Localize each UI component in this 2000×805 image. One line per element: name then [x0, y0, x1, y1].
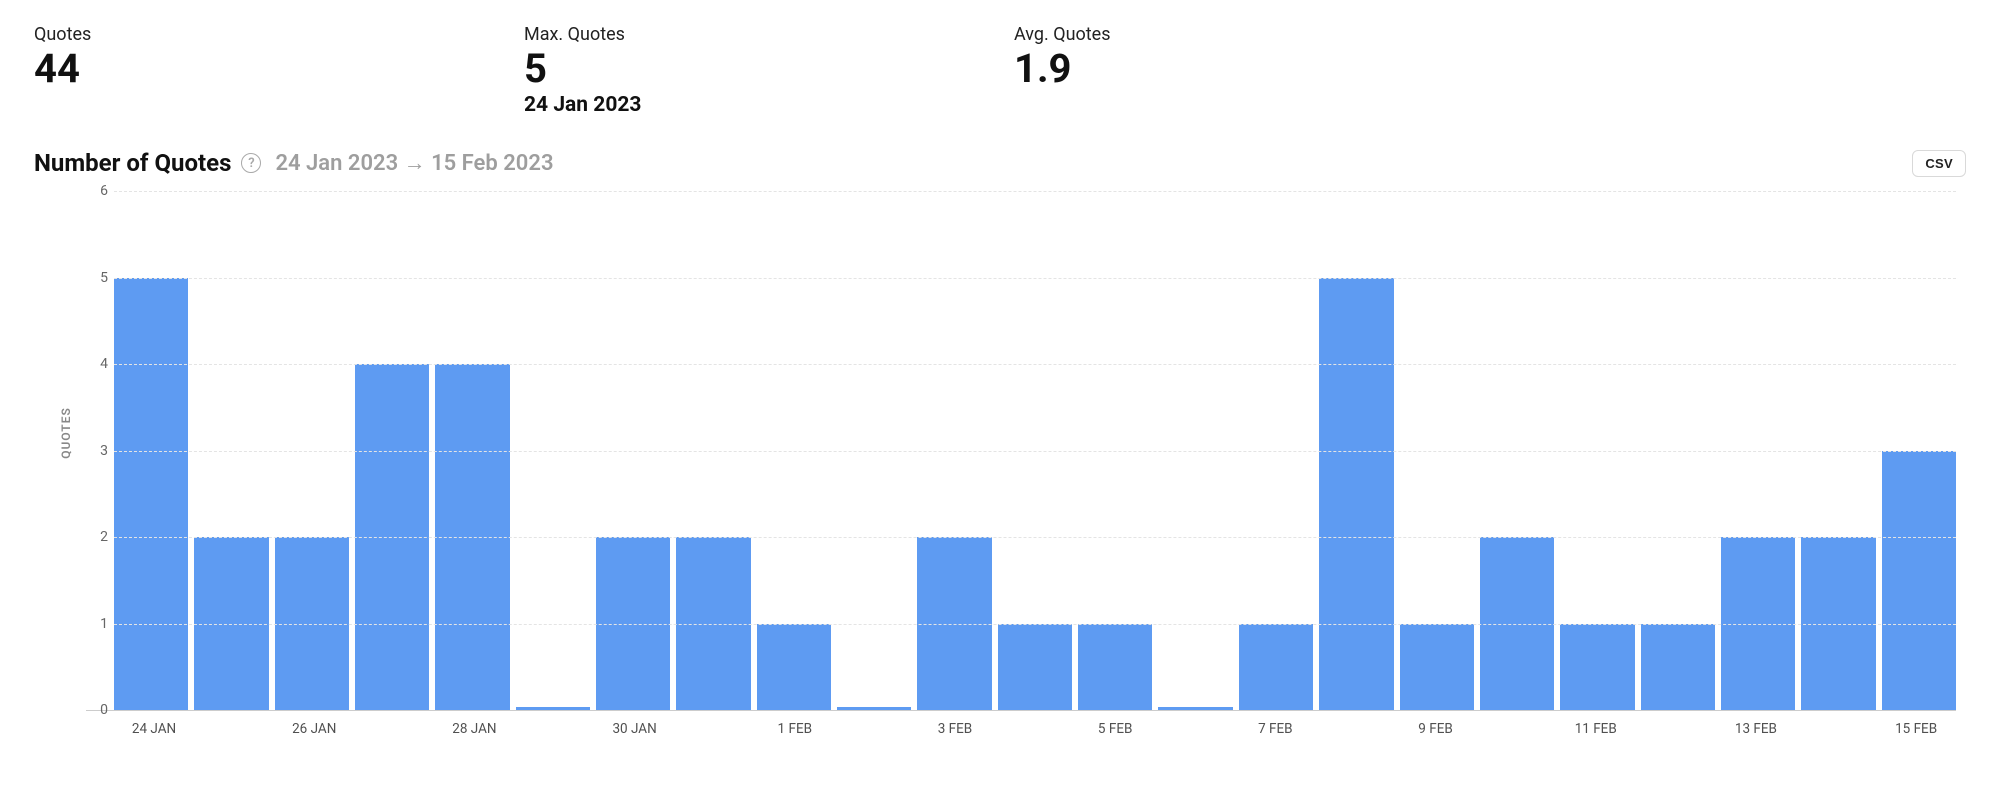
stat-avg-label: Avg. Quotes: [1014, 24, 1504, 45]
chart: QUOTES 0123456 24 JAN25 JAN26 JAN27 JAN2…: [34, 191, 1966, 741]
y-tick: 3: [86, 443, 108, 459]
y-tick: 1: [86, 616, 108, 632]
chart-bar[interactable]: [1319, 278, 1393, 711]
chart-bar[interactable]: [1560, 624, 1634, 711]
grid-line: [114, 537, 1956, 538]
stat-max: Max. Quotes 5 24 Jan 2023: [524, 24, 1014, 117]
x-tick-label: 11 FEB: [1556, 721, 1636, 737]
stat-quotes: Quotes 44: [34, 24, 524, 117]
x-tick-label: 15 FEB: [1876, 721, 1956, 737]
chart-bar[interactable]: [114, 278, 188, 711]
chart-bar[interactable]: [1158, 707, 1232, 710]
y-tick: 4: [86, 356, 108, 372]
x-tick-label: 30 JAN: [595, 721, 675, 737]
x-axis-labels: 24 JAN25 JAN26 JAN27 JAN28 JAN29 JAN30 J…: [114, 721, 1956, 737]
x-tick-label: 5 FEB: [1075, 721, 1155, 737]
chart-title: Number of Quotes: [34, 149, 231, 177]
y-axis-label: QUOTES: [59, 407, 73, 459]
stat-avg-value: 1.9: [1014, 47, 1504, 91]
chart-bar[interactable]: [516, 707, 590, 710]
chart-bar[interactable]: [1641, 624, 1715, 711]
chart-header: Number of Quotes ? 24 Jan 2023 → 15 Feb …: [34, 149, 1966, 177]
stat-max-label: Max. Quotes: [524, 24, 1014, 45]
grid-line: [114, 191, 1956, 192]
y-tick: 5: [86, 270, 108, 286]
x-tick-label: 13 FEB: [1716, 721, 1796, 737]
grid-line: [114, 364, 1956, 365]
y-tick: 0: [86, 702, 108, 718]
y-tick: 2: [86, 529, 108, 545]
grid-line: [114, 624, 1956, 625]
chart-bar[interactable]: [998, 624, 1072, 711]
stat-max-sub: 24 Jan 2023: [524, 93, 1014, 117]
csv-button[interactable]: CSV: [1912, 150, 1966, 177]
chart-date-range: 24 Jan 2023 → 15 Feb 2023: [275, 150, 553, 176]
grid-line: [114, 278, 1956, 279]
grid-line: [114, 451, 1956, 452]
x-tick-label: 3 FEB: [915, 721, 995, 737]
stat-max-value: 5: [524, 47, 1014, 91]
chart-bar[interactable]: [1882, 451, 1956, 711]
chart-bar[interactable]: [1078, 624, 1152, 711]
x-tick-label: 24 JAN: [114, 721, 194, 737]
chart-bar[interactable]: [837, 707, 911, 710]
stats-row: Quotes 44 Max. Quotes 5 24 Jan 2023 Avg.…: [34, 24, 1966, 117]
x-tick-label: 9 FEB: [1396, 721, 1476, 737]
stat-avg: Avg. Quotes 1.9: [1014, 24, 1504, 117]
x-tick-label: 26 JAN: [274, 721, 354, 737]
help-icon[interactable]: ?: [241, 153, 261, 173]
x-tick-label: 7 FEB: [1235, 721, 1315, 737]
stat-quotes-value: 44: [34, 47, 524, 91]
stat-quotes-label: Quotes: [34, 24, 524, 45]
chart-bar[interactable]: [1239, 624, 1313, 711]
y-tick: 6: [86, 183, 108, 199]
x-tick-label: 28 JAN: [434, 721, 514, 737]
chart-bar[interactable]: [757, 624, 831, 711]
x-tick-label: 1 FEB: [755, 721, 835, 737]
chart-plot: 0123456: [86, 191, 1956, 711]
chart-title-group: Number of Quotes ? 24 Jan 2023 → 15 Feb …: [34, 149, 554, 177]
chart-bar[interactable]: [1400, 624, 1474, 711]
